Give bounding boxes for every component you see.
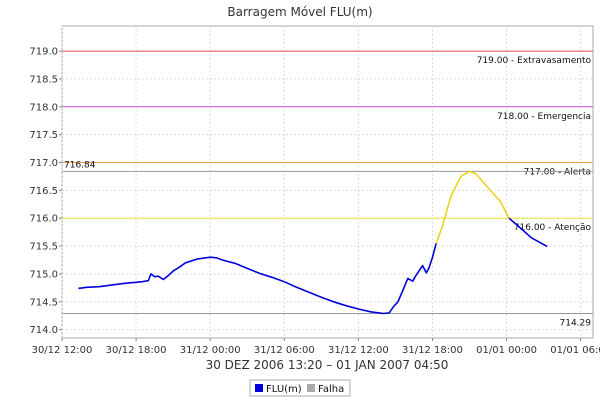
x-tick-label: 01/01 00:00 (476, 345, 537, 356)
y-tick-label: 716.0 (29, 214, 58, 225)
y-tick-label: 719.0 (29, 47, 58, 58)
x-axis: 30/12 12:00 30/12 18:00 31/12 00:00 31/12 0… (32, 338, 600, 356)
x-tick-label: 30/12 18:00 (106, 345, 167, 356)
threshold-label: 719.00 - Extravasamento (477, 56, 592, 66)
legend-swatch-falha (307, 384, 315, 392)
threshold-label: 714.29 (560, 318, 592, 328)
legend-label-falha: Falha (318, 384, 344, 395)
y-tick-label: 717.0 (29, 158, 58, 169)
plot-area (61, 25, 594, 339)
chart-title: Barragem Móvel FLU(m) (227, 5, 372, 19)
x-tick-label: 31/12 00:00 (180, 345, 241, 356)
y-axis: 714.0 714.5 715.0 715.5 716.0 716.5 717.0 717.5… (29, 47, 62, 336)
y-tick-label: 717.5 (29, 130, 58, 141)
y-tick-label: 715.0 (29, 269, 58, 280)
threshold-label: 716.84 (64, 160, 96, 170)
y-tick-label: 715.5 (29, 242, 58, 253)
series-line (78, 243, 437, 315)
legend-label-flu: FLU(m) (266, 384, 302, 395)
threshold-label: 718.00 - Emergencia (497, 112, 591, 122)
x-tick-label: 01/01 06:00 (550, 345, 600, 356)
series-line (435, 170, 510, 244)
x-tick-label: 31/12 12:00 (328, 345, 389, 356)
threshold-label: 716.00 - Atenção (514, 223, 592, 233)
x-axis-label: 30 DEZ 2006 13:20 – 01 JAN 2007 04:50 (206, 358, 449, 372)
legend-swatch-flu (255, 384, 263, 392)
x-tick-label: 31/12 18:00 (402, 345, 463, 356)
y-tick-label: 718.5 (29, 74, 58, 85)
series-line (508, 217, 548, 248)
y-tick-label: 714.5 (29, 297, 58, 308)
y-tick-label: 718.0 (29, 102, 58, 113)
series-lines (78, 170, 548, 315)
x-tick-label: 31/12 06:00 (254, 345, 315, 356)
threshold-lines: 719.00 - Extravasamento 718.00 - Emergenc… (62, 50, 593, 328)
threshold-label: 717.00 - Alerta (524, 168, 591, 178)
y-tick-label: 716.5 (29, 186, 58, 197)
y-tick-label: 714.0 (29, 325, 58, 336)
legend-frame (249, 379, 351, 397)
x-tick-label: 30/12 12:00 (32, 345, 93, 356)
legend: FLU(m) Falha (249, 379, 351, 397)
